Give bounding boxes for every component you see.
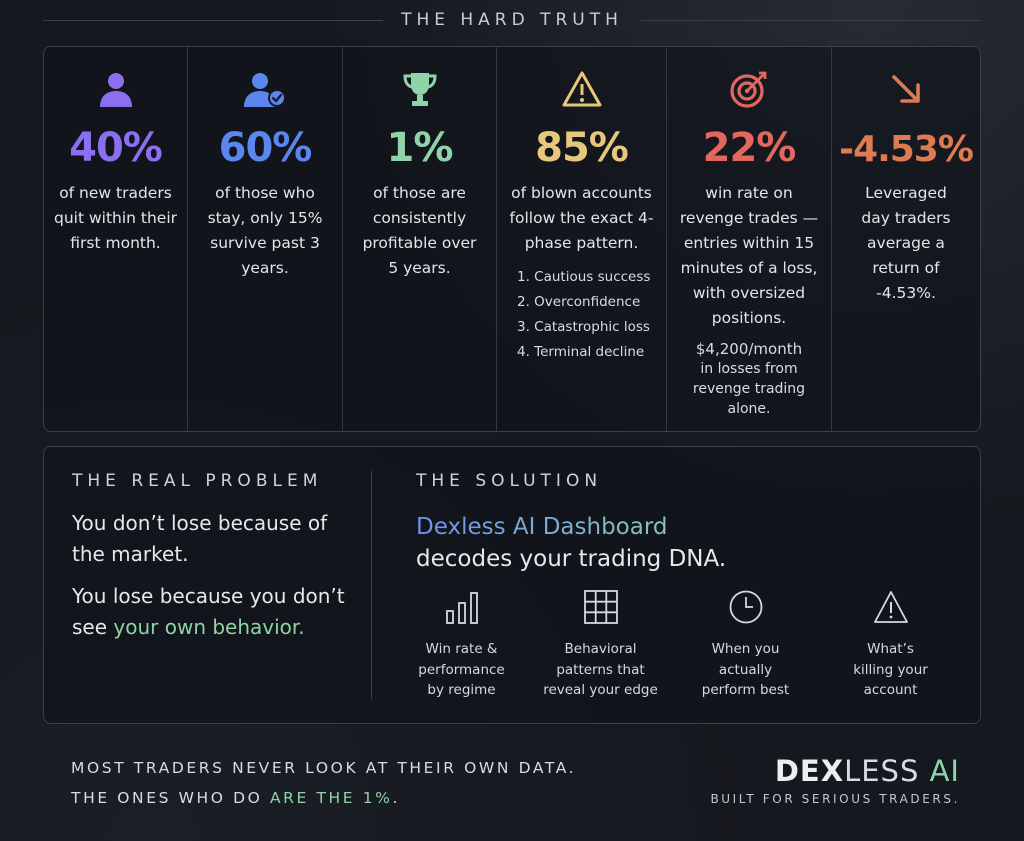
stat-value: 22% <box>702 125 797 171</box>
clock-icon <box>673 589 818 629</box>
stat-description: of blown accounts follow the exact 4-pha… <box>509 184 654 252</box>
feature-label: What’s killing your account <box>853 641 928 698</box>
note-amount: $4,200/month <box>695 340 803 358</box>
problem-heading: THE REAL PROBLEM <box>72 471 323 491</box>
feature-label: Behavioral patterns that reveal your edg… <box>543 641 658 698</box>
section-divider <box>371 471 372 699</box>
phase-list: 1. Cautious success 2. Overconfidence 3.… <box>517 265 662 365</box>
footer-line-2-suffix: . <box>392 789 401 807</box>
phase-item: 1. Cautious success <box>517 269 651 285</box>
solution-heading: THE SOLUTION <box>416 471 603 491</box>
brand-dex: DEX <box>774 754 845 788</box>
header-rule-left <box>43 20 383 21</box>
grid-icon <box>528 589 673 629</box>
trophy-icon <box>343 69 496 113</box>
problem-solution-panel: THE REAL PROBLEM You don’t lose because … <box>43 446 981 724</box>
brand-ai: AI <box>929 754 960 788</box>
stat-consistently-profitable: 1% of those are consistently profitable … <box>343 47 497 431</box>
footer-highlight: ARE THE 1% <box>269 789 393 807</box>
brand-logo: DEXLESS AI <box>775 754 960 788</box>
stat-survive-three-years: 60% of those who stay, only 15% survive … <box>188 47 343 431</box>
feature-item: What’s killing your account <box>818 589 963 701</box>
arrow-down-right-icon <box>832 69 980 113</box>
phase-item: 3. Catastrophic loss <box>517 319 650 335</box>
stat-new-traders-quit: 40% of new traders quit within their fir… <box>44 47 188 431</box>
brand-less: LESS <box>844 754 920 788</box>
stat-value: 85% <box>535 125 629 171</box>
stats-panel: 40% of new traders quit within their fir… <box>43 46 981 432</box>
problem-line-2: You lose because you don’t see your own … <box>72 581 352 643</box>
stat-value: -4.53% <box>839 129 974 170</box>
header-rule-right <box>640 20 981 21</box>
stat-description: of those are consistently profitable ove… <box>362 184 477 277</box>
feature-label: Win rate & performance by regime <box>418 641 505 698</box>
feature-item: When you actually perform best <box>673 589 818 701</box>
feature-item: Behavioral patterns that reveal your edg… <box>528 589 673 701</box>
problem-line-1: You don’t lose because of the market. <box>72 511 328 566</box>
stat-revenge-trades: 22% win rate on revenge trades — entries… <box>667 47 832 431</box>
user-icon <box>44 69 187 113</box>
stat-leveraged-return: -4.53% Leveraged day traders average a r… <box>832 47 980 431</box>
stat-value: 40% <box>69 125 163 171</box>
problem-highlight: your own behavior. <box>113 615 305 639</box>
phase-item: 2. Overconfidence <box>517 294 641 310</box>
stat-description: win rate on revenge trades — entries wit… <box>679 184 819 327</box>
footer-line-2-prefix: THE ONES WHO DO <box>71 789 270 807</box>
page-title: THE HARD TRUTH <box>401 10 623 30</box>
footer-line-2: THE ONES WHO DO ARE THE 1%. <box>71 789 400 807</box>
stat-note: $4,200/month in losses from revenge trad… <box>677 339 821 419</box>
phase-item: 4. Terminal decline <box>517 344 645 360</box>
target-icon <box>667 69 831 113</box>
brand-tagline: BUILT FOR SERIOUS TRADERS. <box>710 792 960 806</box>
feature-item: Win rate & performance by regime <box>389 589 534 701</box>
bar-chart-icon <box>389 589 534 629</box>
solution-title: Dexless AI Dashboard decodes your tradin… <box>416 511 726 575</box>
stat-value: 1% <box>386 125 454 171</box>
footer-line-1: MOST TRADERS NEVER LOOK AT THEIR OWN DAT… <box>71 759 577 777</box>
stat-description: Leveraged day traders average a return o… <box>861 184 951 302</box>
product-name: Dexless AI Dashboard <box>416 511 726 543</box>
stat-description: of new traders quit within their first m… <box>53 184 178 252</box>
stat-blown-accounts: 85% of blown accounts follow the exact 4… <box>497 47 667 431</box>
solution-tagline: decodes your trading DNA. <box>416 546 727 572</box>
problem-line-2-prefix: You lose because you don’t see <box>72 584 345 639</box>
feature-list: Win rate & performance by regime Behavio… <box>389 589 979 709</box>
warning-icon <box>497 69 666 113</box>
note-text: in losses from revenge trading alone. <box>692 361 806 417</box>
user-check-icon <box>188 69 342 113</box>
stat-description: of those who stay, only 15% survive past… <box>207 184 323 277</box>
warning-icon <box>818 589 963 629</box>
feature-label: When you actually perform best <box>701 641 790 698</box>
stat-value: 60% <box>218 125 313 171</box>
